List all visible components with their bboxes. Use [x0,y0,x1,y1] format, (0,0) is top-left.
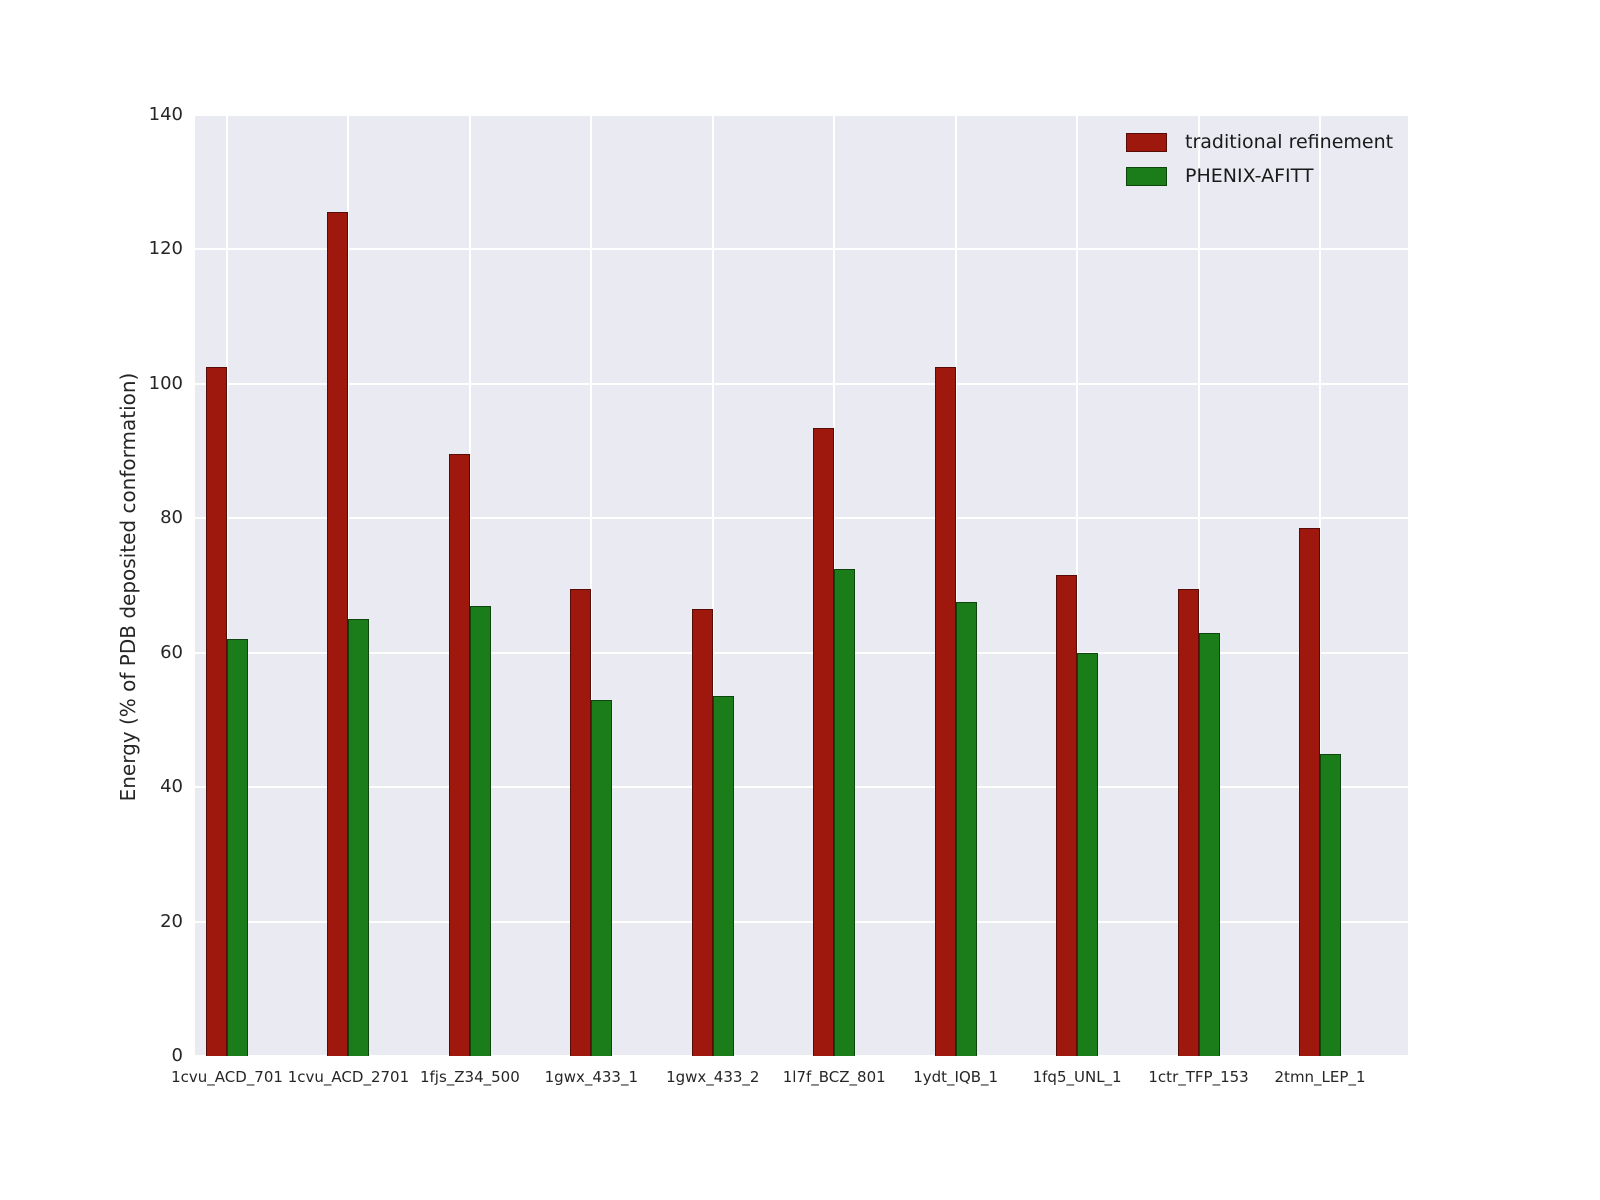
bar-afitt [348,619,370,1056]
y-tick-label: 120 [148,238,183,260]
gridline-vertical [226,115,228,1056]
y-tick-label: 40 [160,776,183,798]
gridline-horizontal [195,920,1408,923]
bar-traditional [327,212,349,1056]
x-tick-label: 1cvu_ACD_701 [171,1068,283,1086]
y-tick-label: 20 [160,910,183,932]
gridline-horizontal [195,382,1408,385]
x-tick-label: 1ctr_TFP_153 [1148,1068,1249,1086]
gridline-vertical [1197,115,1200,1056]
y-tick-label: 100 [148,372,183,394]
legend-swatch-icon [1126,166,1167,186]
bar-afitt [469,605,491,1056]
x-tick-label: 1cvu_ACD_2701 [287,1068,410,1086]
bar-afitt [227,639,248,1056]
legend: traditional refinement PHENIX-AFITT [1126,131,1393,199]
bar-traditional [206,367,227,1056]
gridline-vertical [711,115,714,1056]
legend-swatch-icon [1126,132,1167,152]
gridline-vertical [1319,115,1321,1056]
gridline-horizontal [195,517,1408,520]
legend-label: PHENIX-AFITT [1185,165,1314,187]
bar-traditional [1056,575,1078,1056]
x-tick-label: 2tmn_LEP_1 [1274,1068,1366,1086]
x-tick-label: 1gwx_433_2 [666,1068,760,1086]
bar-afitt [591,699,613,1056]
bar-traditional [1177,588,1199,1056]
gridline-vertical [468,115,471,1056]
gridline-horizontal [195,1055,1408,1057]
gridline-vertical [954,115,957,1056]
bar-afitt [955,602,977,1056]
y-tick-label: 140 [148,104,183,125]
legend-row: traditional refinement [1126,131,1393,153]
legend-label: traditional refinement [1185,131,1394,153]
gridline-horizontal [195,248,1408,251]
legend-row: PHENIX-AFITT [1126,165,1393,187]
bar-afitt [1320,753,1341,1056]
bar-afitt [712,696,734,1056]
gridline-vertical [1076,115,1079,1056]
gridline-vertical [347,115,350,1056]
bar-traditional [448,454,470,1056]
bar-afitt [1198,632,1220,1056]
y-tick-label: 80 [160,507,183,529]
y-axis-label: Energy (% of PDB deposited conformation) [116,372,140,802]
x-tick-label: 1l7f_BCZ_801 [782,1068,886,1086]
x-tick-label: 1ydt_IQB_1 [913,1068,999,1086]
x-tick-label: 1fq5_UNL_1 [1032,1068,1122,1086]
gridline-horizontal [195,114,1408,116]
gridline-vertical [590,115,593,1056]
bar-traditional [691,609,713,1056]
x-tick-label: 1fjs_Z34_500 [419,1068,520,1086]
plot-area [195,114,1408,1057]
y-tick-label: 60 [160,641,183,663]
gridline-horizontal [195,786,1408,789]
bar-traditional [813,427,835,1056]
bar-afitt [1077,652,1099,1056]
bar-afitt [834,568,856,1056]
gridline-horizontal [195,651,1408,654]
bar-traditional [1299,528,1320,1056]
bar-traditional [934,367,956,1056]
y-tick-label: 0 [171,1045,183,1066]
x-tick-label: 1gwx_433_1 [544,1068,639,1086]
bar-traditional [570,588,592,1056]
